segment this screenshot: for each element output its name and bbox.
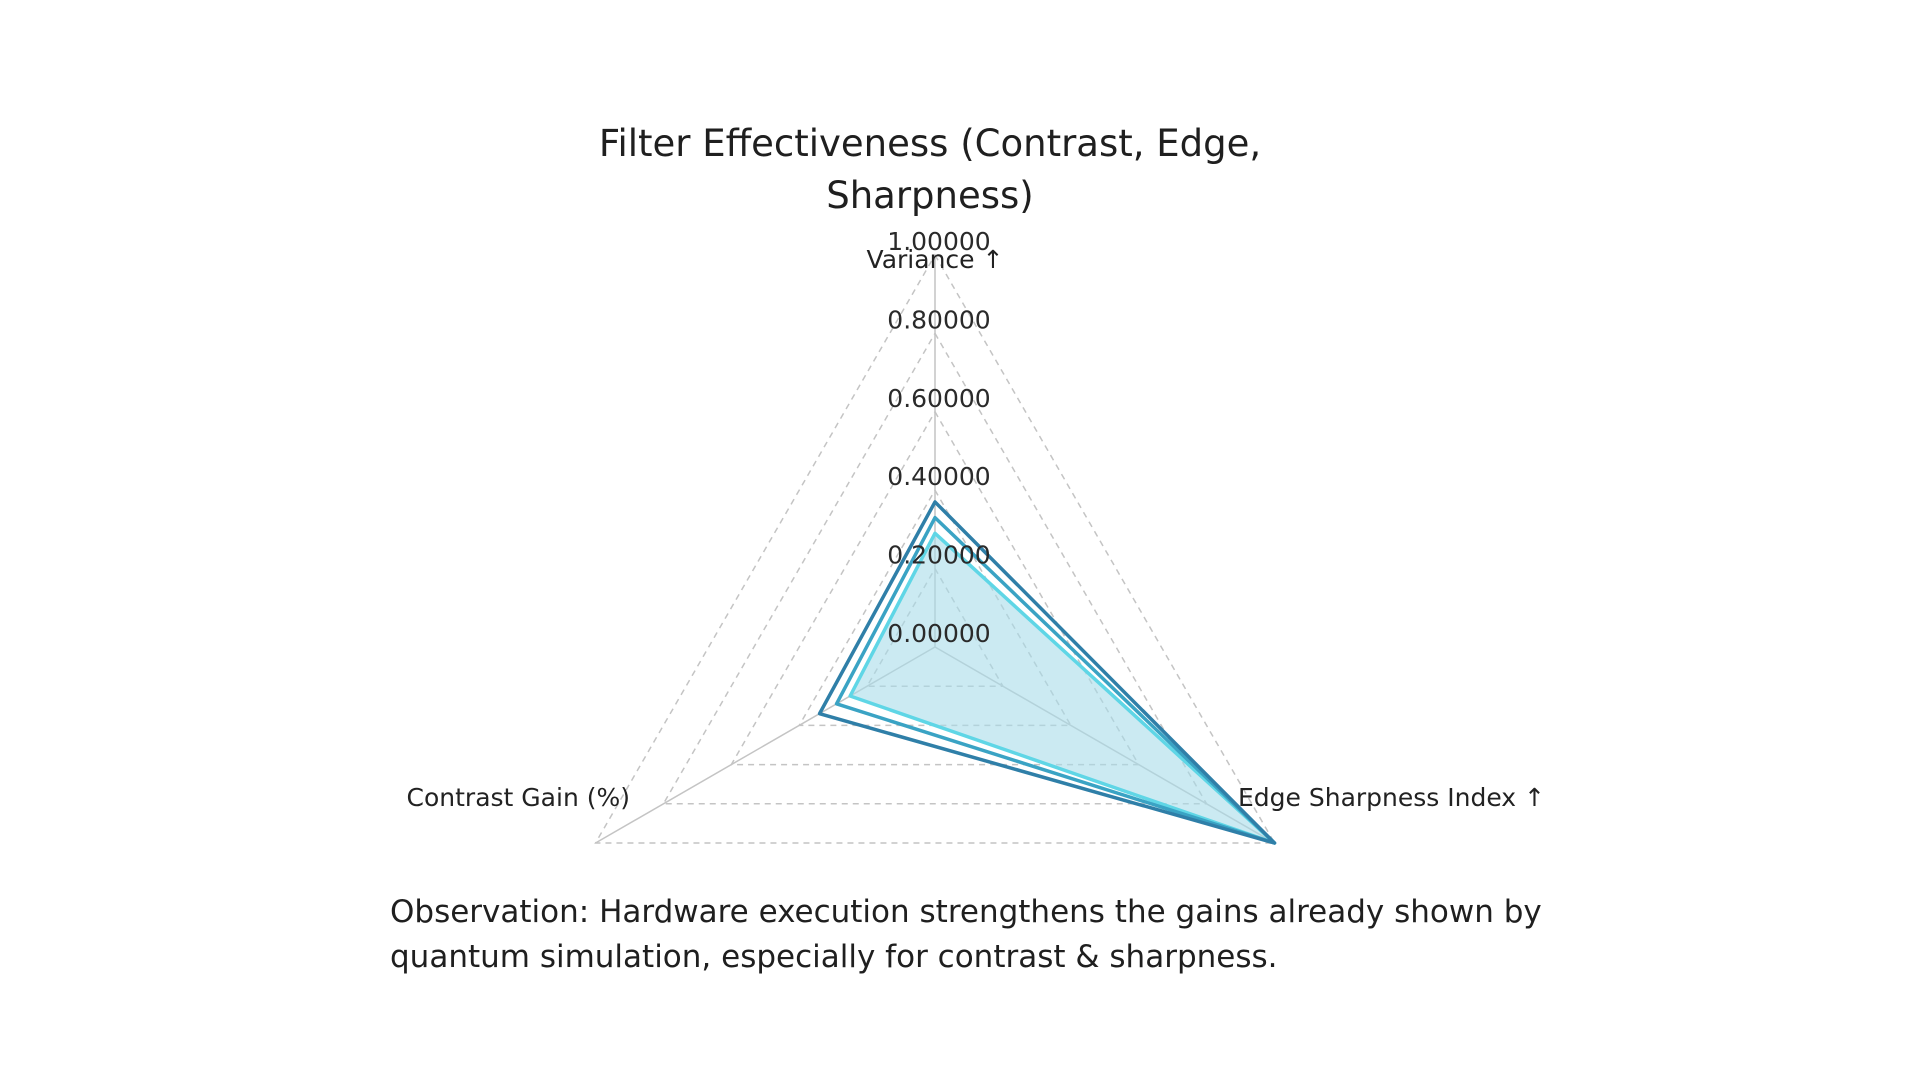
radial-tick-label: 1.00000 <box>887 227 990 256</box>
grid-ring <box>730 410 1140 766</box>
series-polygon-1 <box>848 531 1277 845</box>
radial-tick-label: 0.00000 <box>887 619 990 648</box>
axis-label: Contrast Gain (%) <box>407 783 630 812</box>
radial-tick-label: 0.20000 <box>887 541 990 570</box>
observation-text: Observation: Hardware execution strength… <box>390 894 1542 975</box>
grid-ring <box>594 253 1276 844</box>
series-polygon-2 <box>834 515 1277 845</box>
grid-ring <box>662 331 1208 805</box>
radial-tick-label: 0.40000 <box>887 462 990 491</box>
axis-label: Edge Sharpness Index ↑ <box>1238 783 1545 812</box>
axis-label: Variance ↑ <box>867 245 1004 274</box>
series-polygon-3 <box>817 500 1277 845</box>
chart-title: Filter Effectiveness (Contrast, Edge, Sh… <box>598 122 1262 217</box>
radial-tick-label: 0.60000 <box>887 384 990 413</box>
radial-tick-label: 0.80000 <box>887 305 990 334</box>
